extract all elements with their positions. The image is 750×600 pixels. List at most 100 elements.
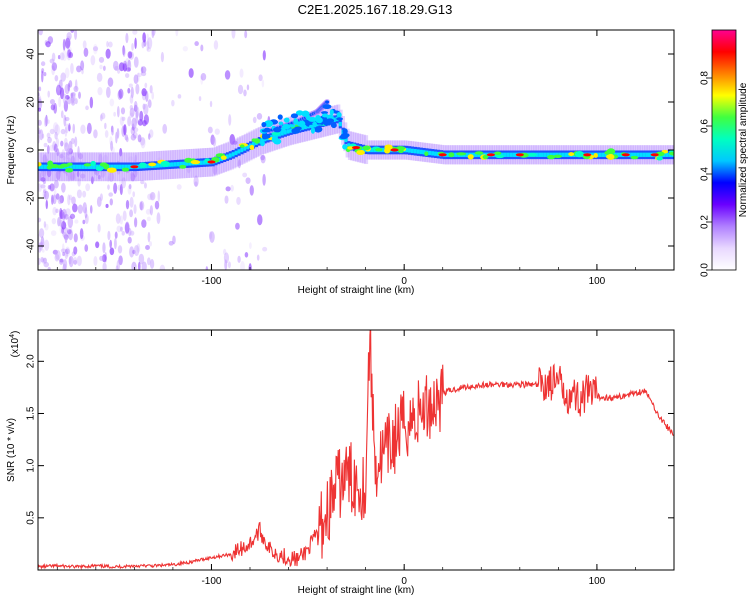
track-center xyxy=(202,160,206,165)
noise-speck xyxy=(99,255,104,261)
noise-speck xyxy=(51,65,55,76)
noise-speck xyxy=(83,47,89,57)
noise-speck xyxy=(141,261,147,270)
track-center xyxy=(665,152,669,157)
noise-speck xyxy=(131,42,134,51)
noise-speck xyxy=(38,182,41,192)
track-center xyxy=(260,137,264,143)
noise-speck xyxy=(65,37,71,49)
noise-speck xyxy=(55,146,59,156)
colorbar: 0.0 0.2 0.4 0.6 0.8 Normalized spectral ampl… xyxy=(700,29,749,277)
track-blob xyxy=(38,162,42,167)
track-center xyxy=(552,152,556,157)
noise-speck xyxy=(132,131,138,139)
noise-speck xyxy=(57,216,61,227)
noise-speck xyxy=(109,98,115,107)
noise-speck xyxy=(209,231,215,243)
track-blob xyxy=(630,155,639,160)
noise-speck xyxy=(262,173,266,186)
noise-speck xyxy=(236,196,241,205)
noise-speck xyxy=(47,36,54,44)
split-blob xyxy=(296,121,304,127)
noise-speck xyxy=(54,124,60,136)
track-halo xyxy=(674,145,678,164)
track-blob xyxy=(568,152,575,157)
split-blob xyxy=(326,114,334,120)
noise-speck xyxy=(46,132,51,139)
noise-speck xyxy=(160,51,164,63)
noise-speck xyxy=(63,114,67,127)
noise-speck xyxy=(113,237,117,250)
noise-speck xyxy=(115,213,121,224)
noise-speck xyxy=(40,184,46,189)
track-blob xyxy=(190,159,201,165)
noise-speck xyxy=(66,35,71,41)
noise-speck xyxy=(41,70,44,83)
noise-speck xyxy=(58,96,62,108)
noise-speck xyxy=(135,106,140,118)
noise-speck xyxy=(121,116,126,121)
track-center xyxy=(332,117,337,122)
track-center xyxy=(124,164,128,169)
track-center xyxy=(416,149,420,154)
track-blob xyxy=(467,154,474,160)
noise-speck xyxy=(99,64,103,70)
noise-speck xyxy=(98,153,103,166)
track-center xyxy=(269,135,273,140)
noise-speck xyxy=(237,84,244,95)
track-blob xyxy=(668,151,674,156)
snr-plot-area xyxy=(38,330,674,570)
snr-x-ticks: -100 0 100 xyxy=(56,330,675,587)
noise-speck xyxy=(146,40,150,51)
track-center xyxy=(370,147,374,153)
track-center xyxy=(347,143,351,148)
noise-speck xyxy=(106,86,111,99)
noise-speck xyxy=(55,208,59,213)
noise-speck xyxy=(63,137,68,148)
track-center xyxy=(243,146,247,151)
track-center xyxy=(598,152,603,157)
snr-panel: -100 0 100 0.5 1.0 1.5 2.0 Height of straight… xyxy=(6,329,675,596)
split-blob xyxy=(281,123,291,130)
noise-speck xyxy=(56,83,60,91)
noise-speck xyxy=(65,123,69,134)
noise-speck xyxy=(70,92,73,98)
noise-speck xyxy=(149,205,153,216)
noise-speck xyxy=(44,223,49,231)
noise-speck xyxy=(212,136,217,147)
noise-speck xyxy=(74,30,78,40)
noise-speck xyxy=(38,242,42,253)
heatmap-y-tick-label: -20 xyxy=(26,190,37,205)
noise-speck xyxy=(80,124,86,134)
track-center xyxy=(480,152,484,157)
noise-speck xyxy=(59,258,64,265)
track-blob xyxy=(47,160,54,167)
noise-speck xyxy=(117,90,122,100)
noise-speck xyxy=(138,253,145,265)
track-center xyxy=(272,134,276,139)
noise-speck xyxy=(72,170,76,181)
noise-speck xyxy=(47,266,51,270)
noise-speck xyxy=(224,259,228,270)
track-center xyxy=(431,151,435,156)
noise-speck xyxy=(78,91,81,99)
noise-speck xyxy=(62,251,65,257)
noise-speck xyxy=(47,90,50,98)
track-blob xyxy=(121,167,130,172)
track-center xyxy=(92,164,97,169)
noise-speck xyxy=(129,246,135,258)
track-center xyxy=(639,152,643,157)
noise-speck xyxy=(62,243,65,252)
noise-speck xyxy=(44,239,50,251)
noise-speck xyxy=(228,114,232,126)
noise-speck xyxy=(62,211,66,222)
noise-speck xyxy=(64,67,70,79)
noise-speck xyxy=(76,189,82,199)
track-center xyxy=(81,164,85,169)
split-blob xyxy=(294,126,302,131)
track-center xyxy=(121,164,126,169)
noise-speck xyxy=(70,62,74,75)
noise-speck xyxy=(134,154,137,163)
track-blob xyxy=(106,167,117,173)
track-center xyxy=(90,164,94,169)
